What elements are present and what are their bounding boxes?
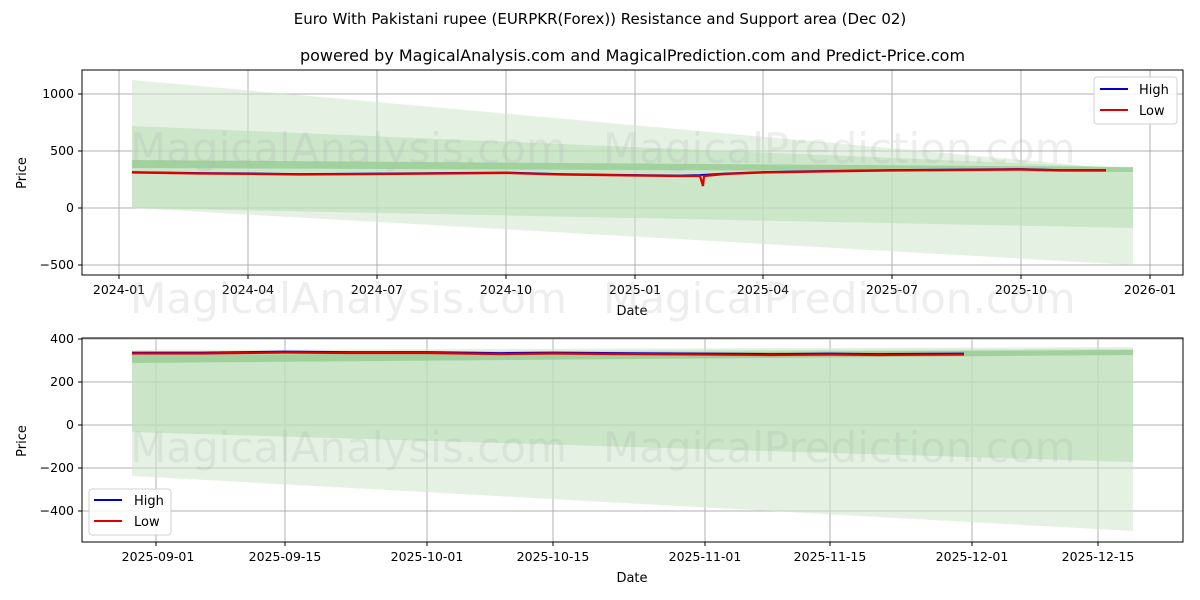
bottom-xticks bbox=[155, 542, 1099, 546]
watermark-analysis: MagicalAnalysis.com bbox=[130, 423, 567, 472]
bottom-legend: High Low bbox=[88, 488, 172, 536]
bottom-inner-band bbox=[132, 349, 1133, 462]
bottom-xtick-label: 2025-12-01 bbox=[936, 549, 1009, 564]
top-xaxis-label: Date bbox=[616, 304, 647, 319]
bottom-xtick-label: 2025-11-01 bbox=[669, 549, 742, 564]
bottom-axes-frame bbox=[81, 337, 1184, 543]
watermark-prediction: MagicalPrediction.com bbox=[603, 274, 1076, 323]
legend-low-label: Low bbox=[1139, 104, 1165, 119]
watermark-prediction: MagicalPrediction.com bbox=[603, 124, 1076, 173]
bottom-low-line bbox=[132, 351, 965, 357]
bottom-yaxis-label: Price bbox=[15, 425, 30, 457]
bottom-ytick-label: 0 bbox=[66, 417, 74, 432]
top-xtick-label: 2025-01 bbox=[609, 282, 661, 297]
chart-subtitle: powered by MagicalAnalysis.com and Magic… bbox=[299, 46, 966, 65]
top-ytick-label: 1000 bbox=[42, 86, 74, 101]
top-xtick-label: 2024-10 bbox=[480, 282, 532, 297]
top-low-line bbox=[131, 168, 1106, 187]
top-xtick-label: 2026-01 bbox=[1124, 282, 1176, 297]
top-resistance-strip bbox=[132, 160, 1133, 172]
top-xtick-label: 2024-07 bbox=[351, 282, 403, 297]
bottom-xtick-label: 2025-10-15 bbox=[517, 549, 590, 564]
bottom-ytick-label: 400 bbox=[50, 331, 74, 346]
bottom-xtick-label: 2025-10-01 bbox=[391, 549, 464, 564]
top-yticks bbox=[78, 93, 82, 266]
top-xtick-label: 2025-10 bbox=[995, 282, 1047, 297]
bottom-chart: MagicalAnalysis.com MagicalPrediction.co… bbox=[15, 331, 1184, 586]
bottom-yticks bbox=[78, 338, 82, 512]
watermark-prediction: MagicalPrediction.com bbox=[603, 423, 1076, 472]
bottom-xtick-label: 2025-12-15 bbox=[1062, 549, 1135, 564]
top-xtick-label: 2025-04 bbox=[737, 282, 789, 297]
top-inner-band bbox=[132, 126, 1133, 228]
bottom-ytick-label: −400 bbox=[40, 503, 74, 518]
top-ytick-label: −500 bbox=[40, 257, 74, 272]
top-xticks bbox=[118, 275, 1151, 279]
legend-low-label: Low bbox=[134, 515, 160, 530]
bottom-xtick-label: 2025-09-15 bbox=[249, 549, 322, 564]
top-xtick-label: 2025-07 bbox=[866, 282, 918, 297]
bottom-ytick-label: −200 bbox=[40, 460, 74, 475]
watermark-analysis: MagicalAnalysis.com bbox=[130, 124, 567, 173]
top-ytick-label: 0 bbox=[66, 200, 74, 215]
bottom-xtick-label: 2025-11-15 bbox=[794, 549, 867, 564]
chart-title: Euro With Pakistani rupee (EURPKR(Forex)… bbox=[293, 10, 907, 28]
top-chart: MagicalAnalysis.com MagicalPrediction.co… bbox=[15, 69, 1184, 323]
top-yaxis-label: Price bbox=[15, 157, 30, 189]
legend-high-label: High bbox=[134, 494, 164, 509]
watermark-analysis: MagicalAnalysis.com bbox=[130, 274, 567, 323]
top-xtick-label: 2024-04 bbox=[222, 282, 274, 297]
top-xtick-label: 2024-01 bbox=[93, 282, 145, 297]
bottom-ytick-label: 200 bbox=[50, 374, 74, 389]
top-legend: High Low bbox=[1093, 76, 1178, 125]
top-axes-frame bbox=[81, 69, 1184, 276]
bottom-xaxis-label: Date bbox=[616, 571, 647, 586]
top-ytick-label: 500 bbox=[50, 143, 74, 158]
bottom-xtick-label: 2025-09-01 bbox=[122, 549, 195, 564]
legend-high-label: High bbox=[1139, 83, 1169, 98]
